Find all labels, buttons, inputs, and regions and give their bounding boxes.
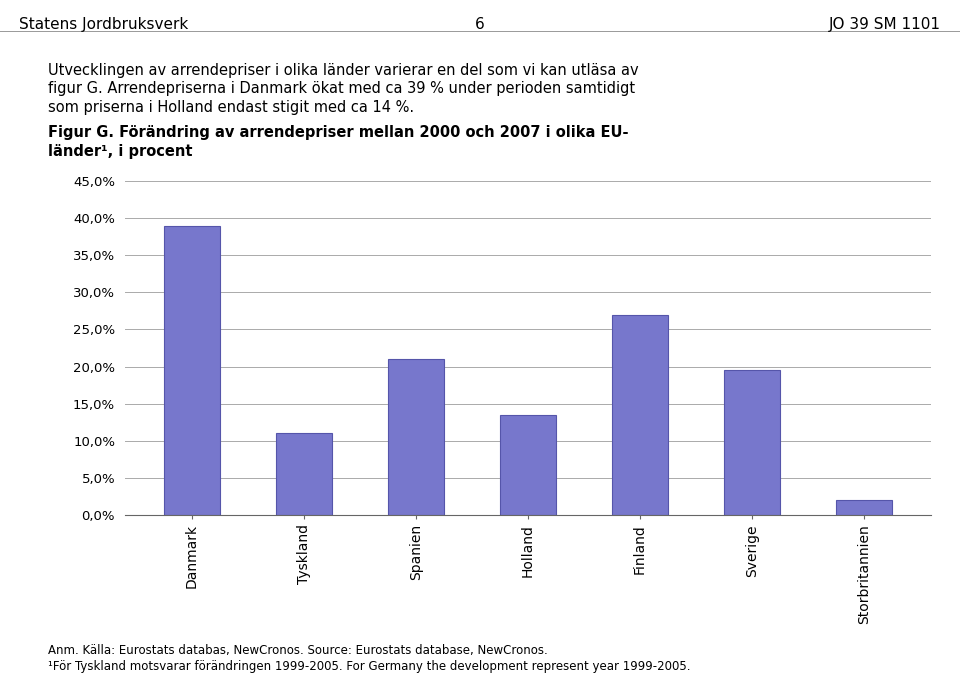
Bar	[612, 315, 668, 515]
Text: Anm. Källa: Eurostats databas, NewCronos. Source: Eurostats database, NewCronos.: Anm. Källa: Eurostats databas, NewCronos…	[48, 644, 548, 657]
Text: JO 39 SM 1101: JO 39 SM 1101	[828, 17, 941, 33]
Bar	[388, 359, 444, 515]
Bar	[276, 434, 332, 515]
Text: ¹För Tyskland motsvarar förändringen 1999-2005. For Germany the development repr: ¹För Tyskland motsvarar förändringen 199…	[48, 660, 690, 673]
Text: 6: 6	[475, 17, 485, 33]
Text: Figur G. Förändring av arrendepriser mellan 2000 och 2007 i olika EU-: Figur G. Förändring av arrendepriser mel…	[48, 125, 629, 141]
Text: Utvecklingen av arrendepriser i olika länder varierar en del som vi kan utläsa a: Utvecklingen av arrendepriser i olika lä…	[48, 63, 638, 78]
Bar	[164, 226, 220, 515]
Bar	[724, 370, 780, 515]
Bar	[500, 415, 556, 515]
Text: figur G. Arrendepriserna i Danmark ökat med ca 39 % under perioden samtidigt: figur G. Arrendepriserna i Danmark ökat …	[48, 81, 636, 97]
Text: länder¹, i procent: länder¹, i procent	[48, 144, 193, 159]
Bar	[836, 500, 892, 515]
Text: Statens Jordbruksverk: Statens Jordbruksverk	[19, 17, 188, 33]
Text: som priserna i Holland endast stigit med ca 14 %.: som priserna i Holland endast stigit med…	[48, 100, 414, 116]
